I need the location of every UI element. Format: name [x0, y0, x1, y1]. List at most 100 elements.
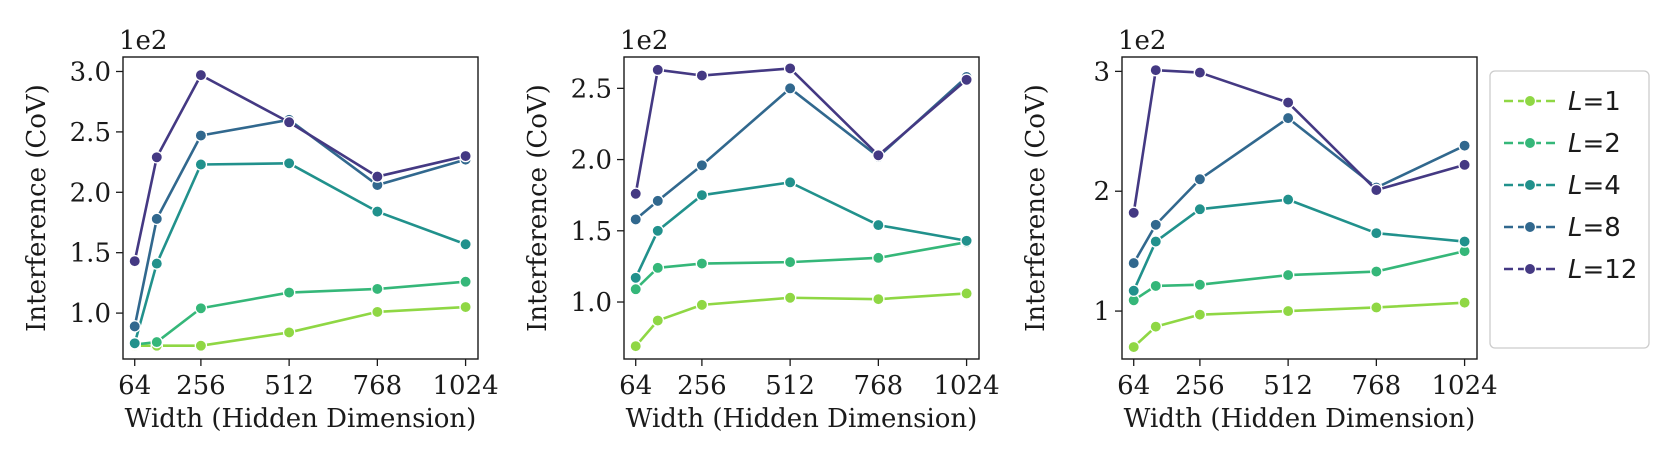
data-point: [695, 69, 709, 82]
data-point: [1370, 301, 1383, 314]
data-point: [783, 82, 797, 95]
data-point: [1149, 279, 1163, 293]
series-L=4: [629, 176, 973, 285]
series-L=4: [1127, 193, 1471, 297]
data-point: [371, 282, 384, 296]
data-point: [1458, 296, 1471, 309]
series-L=12: [1127, 63, 1471, 220]
series-line: [134, 280, 466, 346]
plot-frame: [122, 56, 479, 360]
data-point: [371, 305, 384, 319]
data-point: [1127, 256, 1140, 270]
x-tick-label: 768: [1352, 371, 1402, 401]
data-point: [1149, 320, 1163, 333]
x-tick-label: 1024: [433, 371, 499, 401]
data-point: [128, 254, 141, 268]
x-tick-label: 64: [1117, 371, 1150, 401]
legend: L=1 L=2 L=4 L=8 L=12: [1489, 70, 1650, 349]
y-offset-label: 1e2: [119, 26, 167, 56]
data-point: [1193, 202, 1207, 216]
legend-marker: [1523, 136, 1537, 150]
data-point: [960, 287, 973, 300]
data-point: [783, 291, 797, 304]
data-point: [783, 62, 797, 75]
data-point: [282, 115, 296, 129]
data-point: [128, 337, 141, 350]
data-point: [872, 292, 885, 306]
x-axis-label: Width (Hidden Dimension): [626, 404, 978, 434]
data-point: [629, 213, 642, 226]
data-point: [1193, 66, 1207, 79]
data-point: [651, 194, 665, 208]
x-tick-label: 64: [118, 371, 151, 401]
series-line: [634, 181, 967, 279]
data-point: [1193, 172, 1207, 186]
y-offset-label: 1e2: [1118, 26, 1166, 56]
data-point: [150, 212, 164, 226]
y-tick-label: 2.0: [70, 178, 111, 208]
x-axis-label: Width (Hidden Dimension): [1124, 404, 1476, 434]
series-L=1: [1127, 296, 1471, 354]
data-point: [1149, 218, 1163, 232]
series-L=1: [128, 300, 472, 352]
legend-label: L=4: [1568, 171, 1621, 201]
series-L=2: [1127, 244, 1471, 307]
chart-panels: 64 256 512 768 1024 1.0 1.5 2.0 2.5 3.0 1e2 Width (…: [22, 26, 1498, 434]
series-line: [134, 305, 466, 348]
data-point: [872, 149, 885, 162]
data-point: [194, 302, 208, 315]
data-point: [651, 261, 665, 275]
data-point: [1193, 308, 1207, 321]
y-tick-label: 2.5: [571, 74, 612, 104]
data-point: [1370, 183, 1383, 197]
data-point: [651, 314, 665, 327]
data-point: [695, 298, 709, 312]
series-line: [133, 162, 467, 344]
data-point: [150, 335, 164, 349]
series-L=8: [629, 70, 973, 226]
x-tick-label: 512: [264, 371, 314, 401]
y-tick-label: 1.5: [571, 217, 612, 247]
legend-marker: [1523, 94, 1537, 108]
data-point: [1458, 235, 1471, 248]
data-point: [459, 300, 472, 314]
x-tick-label: 768: [854, 371, 904, 401]
series-line: [634, 75, 968, 221]
y-axis-label: Interference (CoV): [22, 84, 52, 332]
y-tick-label: 2: [1093, 177, 1110, 207]
data-point: [1281, 268, 1295, 282]
chart-panel-3: 64 256 512 768 1024 1 2 3 1e2 Width (Hidden Dimen…: [1021, 26, 1498, 434]
plot-frame: [623, 56, 980, 360]
series-line: [1132, 116, 1466, 264]
series-line: [1132, 68, 1465, 213]
data-point: [150, 257, 164, 270]
x-tick-label: 1024: [1432, 371, 1498, 401]
x-tick-label: 512: [1263, 371, 1313, 401]
y-axis-label: Interference (CoV): [1021, 84, 1051, 332]
legend-label: L=8: [1568, 213, 1621, 243]
legend-marker: [1523, 178, 1537, 192]
data-point: [1149, 63, 1163, 77]
data-point: [194, 158, 208, 171]
data-point: [629, 282, 642, 296]
x-tick-label: 256: [677, 371, 727, 401]
data-point: [128, 320, 141, 333]
y-tick-label: 2.0: [571, 146, 612, 176]
y-tick-label: 1: [1093, 297, 1110, 327]
legend-item: L=1: [1504, 87, 1621, 117]
x-tick-label: 512: [765, 371, 815, 401]
data-point: [1281, 96, 1295, 109]
y-axis-label: Interference (CoV): [523, 84, 553, 332]
chart-panel-1: 64 256 512 768 1024 1.0 1.5 2.0 2.5 3.0 1e2 Width (…: [22, 26, 499, 434]
data-point: [960, 234, 973, 248]
data-point: [651, 224, 665, 238]
data-point: [282, 286, 296, 299]
data-point: [695, 159, 709, 172]
data-point: [783, 176, 797, 189]
series-L=2: [629, 235, 973, 296]
data-point: [459, 237, 472, 251]
data-point: [371, 205, 384, 218]
legend-label: L=1: [1568, 87, 1621, 117]
y-tick-label: 1.0: [70, 299, 111, 329]
